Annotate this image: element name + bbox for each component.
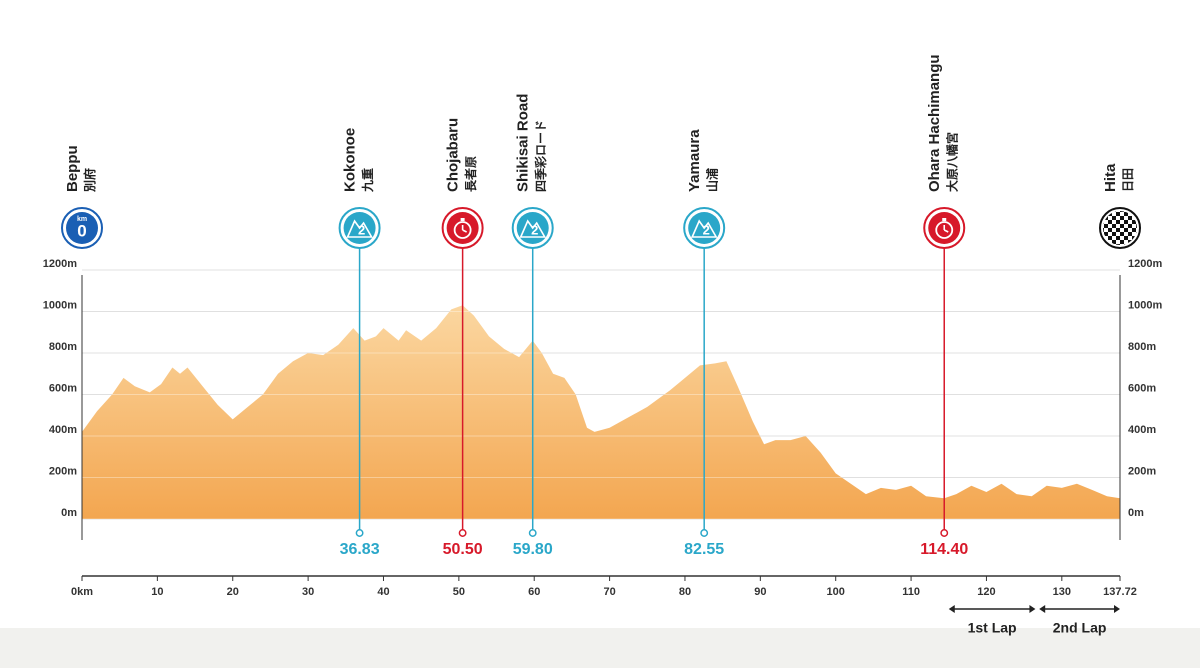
x-tick-label: 100 [827,586,845,598]
y-tick-label-right: 1200m [1128,258,1162,270]
icon-finish [1103,211,1137,245]
x-tick-label: 120 [977,586,995,598]
x-tick-label: 10 [151,586,163,598]
y-tick-label-right: 0m [1128,507,1144,519]
x-tick-label: 137.72 [1103,586,1137,598]
marker: Hita 日田 [1099,163,1141,249]
marker-name: Ohara Hachimangu [926,54,943,192]
marker-name-ja: 四季彩ロード [533,120,548,192]
x-tick-label: 60 [528,586,540,598]
icon-mountain [690,219,718,238]
marker-name-ja: 別府 [82,168,97,193]
marker-dot [528,529,537,537]
x-tick-label: 130 [1053,586,1071,598]
marker: 82.55 Yamaura 山浦 2 [683,129,726,558]
y-tick-label: 200m [49,465,77,477]
y-tick-label: 600m [49,382,77,394]
marker-km: 114.40 [920,541,968,558]
icon-text: 2 [703,222,710,237]
x-tick-label: 90 [754,586,766,598]
lap-label: 2nd Lap [1053,620,1107,636]
y-tick-label: 1200m [43,258,77,270]
icon-watch [935,221,954,239]
marker: 59.80 Shikisai Road 四季彩ロード 2 [511,94,554,558]
icon-watch-top [460,218,465,221]
icon-text: 0 [77,221,86,240]
marker-dot [458,529,467,537]
x-tick-label: 40 [377,586,389,598]
x-tick-label: 110 [902,586,920,598]
icon-watch-hand [943,225,949,233]
x-tick-label: 80 [679,586,691,598]
x-tick-label: 50 [453,586,465,598]
icon-watch-top [942,218,947,221]
marker-dot [700,529,709,537]
y-tick-label-right: 600m [1128,382,1156,394]
marker: Beppu 別府 km0 [61,145,103,249]
icon-mountain [346,219,373,238]
marker-name-ja: 大原八幡宮 [944,132,959,192]
footer-band [0,628,1200,668]
icon-watch [453,221,472,239]
marker-dot [355,529,364,537]
icon-mountain [519,219,547,238]
marker: 36.83 Kokonoe 九重 2 [338,128,381,558]
marker-name-ja: 日田 [1121,168,1135,192]
x-tick-label: 30 [302,586,314,598]
icon-text: 2 [531,222,538,237]
y-tick-label: 1000m [43,299,77,311]
marker-name-ja: 長者原 [463,156,478,192]
marker-name: Yamaura [686,129,703,192]
icon-text: 2 [358,222,365,237]
y-tick-label: 800m [49,341,77,353]
icon-unit: km [77,216,87,223]
marker-km: 82.55 [684,541,724,558]
y-tick-label-right: 200m [1128,465,1156,477]
y-tick-label: 400m [49,424,77,436]
y-tick-label-right: 800m [1128,341,1156,353]
y-tick-label: 0m [61,507,77,519]
marker-km: 36.83 [340,541,380,558]
marker: 50.50 Chojabaru 長者原 [441,118,484,558]
icon-watch-hand [461,225,467,233]
marker-name-ja: 山浦 [704,168,719,192]
x-tick-label: 20 [227,586,239,598]
marker-dot [940,529,949,537]
marker-name: Beppu [64,145,81,192]
y-tick-label-right: 400m [1128,424,1156,436]
marker-name-ja: 九重 [360,168,375,193]
marker-name: Kokonoe [342,128,359,192]
marker: 114.40 Ohara Hachimangu 大原八幡宮 [920,54,968,558]
marker-name: Shikisai Road [515,94,532,192]
marker-km: 50.50 [443,541,483,558]
icon-core [66,212,98,244]
elevation-area [82,305,1120,519]
y-tick-label-right: 1000m [1128,299,1162,311]
marker-km: 59.80 [513,541,553,558]
marker-name: Chojabaru [445,118,462,192]
marker-name: Hita [1102,163,1119,192]
x-tick-label: 0km [71,586,93,598]
x-tick-label: 70 [603,586,615,598]
lap-label: 1st Lap [968,620,1017,636]
